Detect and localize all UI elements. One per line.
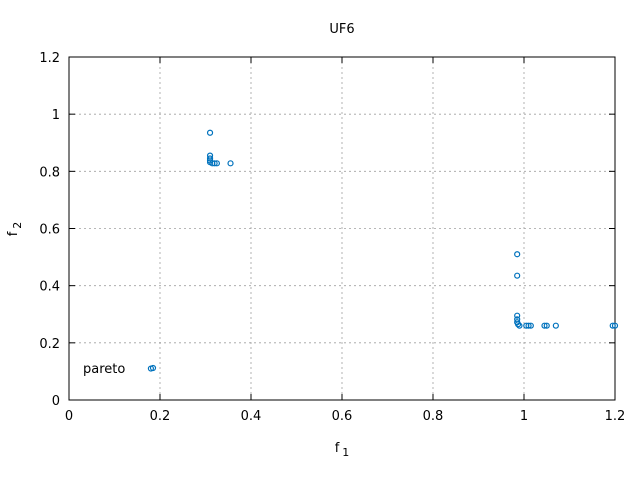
data-point (609, 322, 616, 329)
data-point (213, 160, 220, 167)
data-point (552, 322, 559, 329)
legend-marker (149, 364, 157, 372)
tick-layer: 0 0.2 0.4 0.6 0.8 1 1.2 0 0.2 0.4 0.6 0.8 1 1.2 (39, 51, 625, 424)
data-point (527, 322, 534, 329)
data-point (514, 312, 521, 319)
data-point (611, 322, 619, 329)
y-tick-label: 0.8 (39, 165, 60, 180)
data-point (206, 155, 214, 162)
x-tick-label: 0.6 (332, 409, 353, 424)
y-tick-label: 0.4 (39, 280, 60, 295)
points-layer (147, 129, 619, 372)
x-tick-label: 1.2 (605, 409, 626, 424)
y-tick-label: 0.2 (39, 337, 60, 352)
data-point (514, 251, 521, 258)
x-tick-label: 1 (520, 409, 528, 424)
y-axis-label: f2 (6, 222, 24, 237)
x-axis-label-base: f (335, 441, 340, 456)
data-point (541, 322, 548, 329)
y-tick-label: 1 (52, 108, 60, 123)
y-axis-label-base: f (6, 231, 21, 236)
data-point (514, 321, 522, 328)
y-tick-label: 0.6 (39, 223, 60, 238)
data-point (227, 160, 234, 167)
data-point (516, 322, 523, 329)
x-tick-label: 0.2 (150, 409, 171, 424)
y-tick-label: 0 (52, 394, 60, 409)
data-point (543, 322, 550, 329)
data-point (525, 322, 532, 329)
x-axis-label-sub: 1 (342, 446, 349, 459)
x-tick-label: 0.4 (241, 409, 262, 424)
data-point (211, 160, 218, 167)
data-point (206, 129, 214, 136)
data-point (514, 272, 521, 279)
legend-label: pareto (83, 362, 125, 377)
x-tick-label: 0.8 (423, 409, 444, 424)
y-tick-label: 1.2 (39, 51, 60, 66)
grid-layer (69, 57, 615, 400)
chart-title: UF6 (329, 22, 354, 37)
y-axis-label-sub: 2 (11, 222, 24, 229)
x-tick-label: 0 (65, 409, 73, 424)
